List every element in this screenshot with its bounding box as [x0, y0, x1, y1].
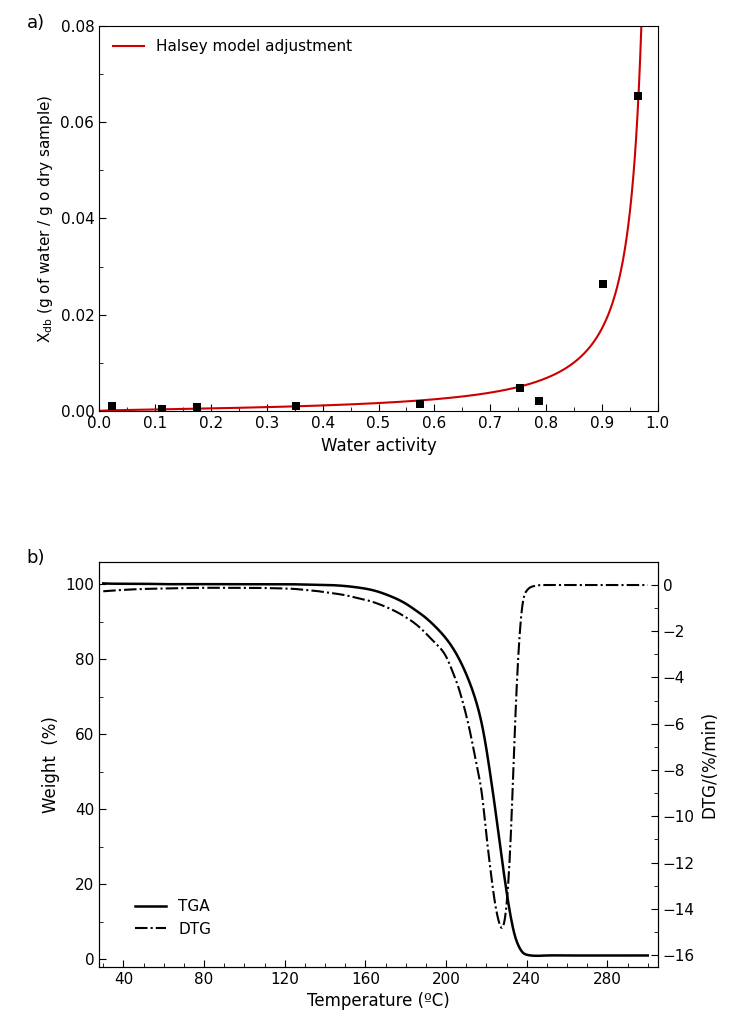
- DTG: [429, 635, 438, 648]
- Line: TGA: TGA: [103, 583, 648, 955]
- Line: Halsey model adjustment: Halsey model adjustment: [100, 26, 658, 411]
- Legend: Halsey model adjustment: Halsey model adjustment: [107, 33, 358, 60]
- TGA: [568, 949, 577, 962]
- DTG: [540, 579, 549, 591]
- Point: [597, 275, 609, 292]
- Point: [290, 398, 302, 414]
- Point: [157, 401, 168, 417]
- TGA: [643, 949, 652, 962]
- Halsey model adjustment: [637, 19, 646, 32]
- Y-axis label: X$_\mathregular{db}$ (g of water / g o dry sample): X$_\mathregular{db}$ (g of water / g o d…: [36, 94, 55, 343]
- Text: b): b): [26, 549, 45, 568]
- Point: [191, 399, 203, 415]
- DTG: [132, 583, 141, 595]
- DTG: [98, 585, 107, 597]
- DTG: [445, 659, 454, 671]
- Line: DTG: DTG: [103, 585, 648, 928]
- Halsey model adjustment: [637, 19, 646, 32]
- X-axis label: Temperature (ºC): Temperature (ºC): [307, 992, 450, 1010]
- TGA: [532, 949, 541, 962]
- X-axis label: Water activity: Water activity: [320, 437, 437, 455]
- TGA: [429, 619, 438, 631]
- Point: [533, 393, 545, 409]
- TGA: [445, 637, 454, 650]
- Halsey model adjustment: [367, 397, 376, 409]
- TGA: [415, 607, 424, 619]
- Legend: TGA, DTG: TGA, DTG: [129, 893, 218, 943]
- Halsey model adjustment: [534, 374, 543, 387]
- DTG: [415, 621, 424, 633]
- DTG: [498, 922, 506, 934]
- Halsey model adjustment: [637, 28, 645, 40]
- TGA: [132, 578, 141, 590]
- DTG: [643, 579, 652, 591]
- Y-axis label: Weight  (%): Weight (%): [42, 716, 60, 812]
- Halsey model adjustment: [352, 398, 361, 410]
- DTG: [569, 579, 578, 591]
- Point: [415, 396, 426, 412]
- TGA: [512, 934, 520, 946]
- Point: [632, 87, 644, 103]
- TGA: [98, 577, 107, 589]
- Y-axis label: DTG/(%/min): DTG/(%/min): [700, 711, 718, 817]
- Halsey model adjustment: [653, 19, 662, 32]
- Point: [106, 398, 118, 414]
- DTG: [512, 676, 521, 688]
- Halsey model adjustment: [96, 405, 104, 417]
- Halsey model adjustment: [123, 404, 132, 416]
- Text: a): a): [26, 14, 45, 32]
- Point: [514, 380, 526, 396]
